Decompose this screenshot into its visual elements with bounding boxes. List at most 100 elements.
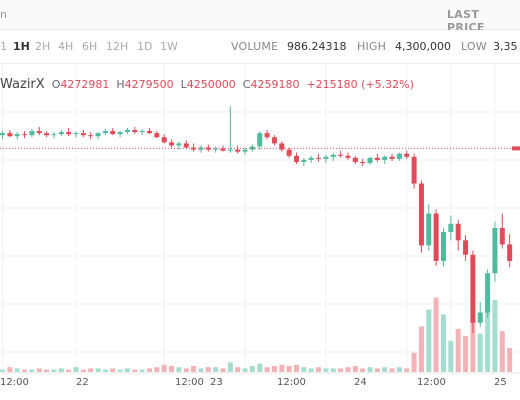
volume-bar [29,369,35,372]
volume-bar [426,309,432,372]
volume-label: VOLUME [231,40,279,53]
volume-bar [58,368,64,372]
candle-body [124,130,130,133]
candle-body [213,148,219,150]
volume-bar [404,368,410,372]
volume-bar [433,297,439,372]
volume-bar [80,369,86,372]
timeframe-tab-12h[interactable]: 12H [106,40,129,53]
volume-bar [88,368,94,372]
volume-bar [66,369,72,372]
candle-body [191,147,197,150]
x-axis-tick: 24 [354,377,367,388]
volume-bar [22,369,28,372]
volume-bar [36,368,42,372]
candle-body [66,132,72,135]
candle-body [51,134,57,136]
timeframe-tab-2h[interactable]: 2H [35,40,51,53]
candle-body [22,134,28,136]
volume-bar [198,368,204,372]
timeframe-tab-1w[interactable]: 1W [160,40,178,53]
low-value: 3,35 [493,40,518,53]
volume-bar [411,352,417,372]
candle-body [389,156,395,159]
candle-body [95,133,101,137]
candle-body [242,149,248,152]
volume-bar [389,368,395,372]
candle-body [169,142,175,146]
volume-bar [147,368,152,372]
last-price-marker [512,146,520,151]
candle-body [271,137,277,144]
candle-body [29,131,35,136]
volume-bar [286,366,292,372]
symbol-name: WazirX [0,77,45,92]
candle-body [73,133,79,135]
volume-bar [220,368,226,372]
candle-body [426,213,432,246]
candle-body [463,240,469,255]
candle-body [14,134,20,137]
candle-body [441,232,446,261]
volume-bar [323,368,329,372]
volume-bar [7,367,13,372]
volume-bar [455,328,461,372]
candle-body [433,213,439,261]
volume-bar [367,367,373,372]
volume-bar [242,368,248,372]
close-legend-label: C [242,78,251,91]
volume-bar [352,366,358,372]
volume-bar [139,369,145,372]
volume-bar [279,364,285,372]
volume-bar [316,367,322,372]
volume-bar [374,368,380,372]
timeframe-tab-1d[interactable]: 1D [137,40,153,53]
volume-bar [169,366,175,372]
volume-bar [102,369,108,372]
timeframe-tab-1h[interactable]: 1H [13,40,30,53]
volume-bar [110,368,116,372]
ohlc-legend: WazirX O4272981 H4279500 L4250000 C42591… [0,77,414,92]
candle-body [374,157,380,160]
candle-body [44,133,50,136]
timeframe-tab-1[interactable]: 1 [0,40,7,53]
volume-bar [235,367,241,372]
x-axis-tick: 12:00 [0,377,29,388]
candle-body [294,155,299,162]
volume-bar [477,333,483,372]
change-value: +215180 (+5.32%) [306,78,414,91]
candlestick-chart[interactable] [0,64,520,400]
candle-body [279,143,285,150]
candle-body [147,131,152,134]
candle-body [477,312,483,323]
high-legend-label: H [116,78,125,91]
chart-toolbar: 1 1H 2H 4H 6H 12H 1D 1W VOLUME 986.24318… [0,30,520,64]
market-title-fragment: n [0,8,7,21]
volume-bar [264,367,270,372]
volume-bar [360,368,366,372]
volume-bar [308,368,314,372]
candle-body [345,155,351,158]
open-label: O [51,78,61,91]
low-legend-value: 4250000 [186,78,236,91]
volume-bar [338,368,344,372]
timeframe-tab-6h[interactable]: 6H [82,40,98,53]
high-legend-value: 4279500 [124,78,174,91]
candle-body [264,133,270,138]
candle-body [330,154,336,157]
timeframe-tab-4h[interactable]: 4H [58,40,74,53]
volume-bar [507,348,513,372]
volume-bar [470,319,476,372]
volume-bar [441,314,446,372]
volume-bar [463,336,469,372]
candle-body [132,130,138,133]
candle-body [88,135,94,137]
volume-bar [14,368,20,372]
volume-bar [132,369,138,372]
top-header-bar: n LAST PRICE [0,0,520,34]
volume-bar [448,340,454,372]
volume-bar [73,367,79,372]
close-legend-value: 4259180 [250,78,300,91]
volume-bar [330,368,336,372]
candle-body [338,154,344,156]
